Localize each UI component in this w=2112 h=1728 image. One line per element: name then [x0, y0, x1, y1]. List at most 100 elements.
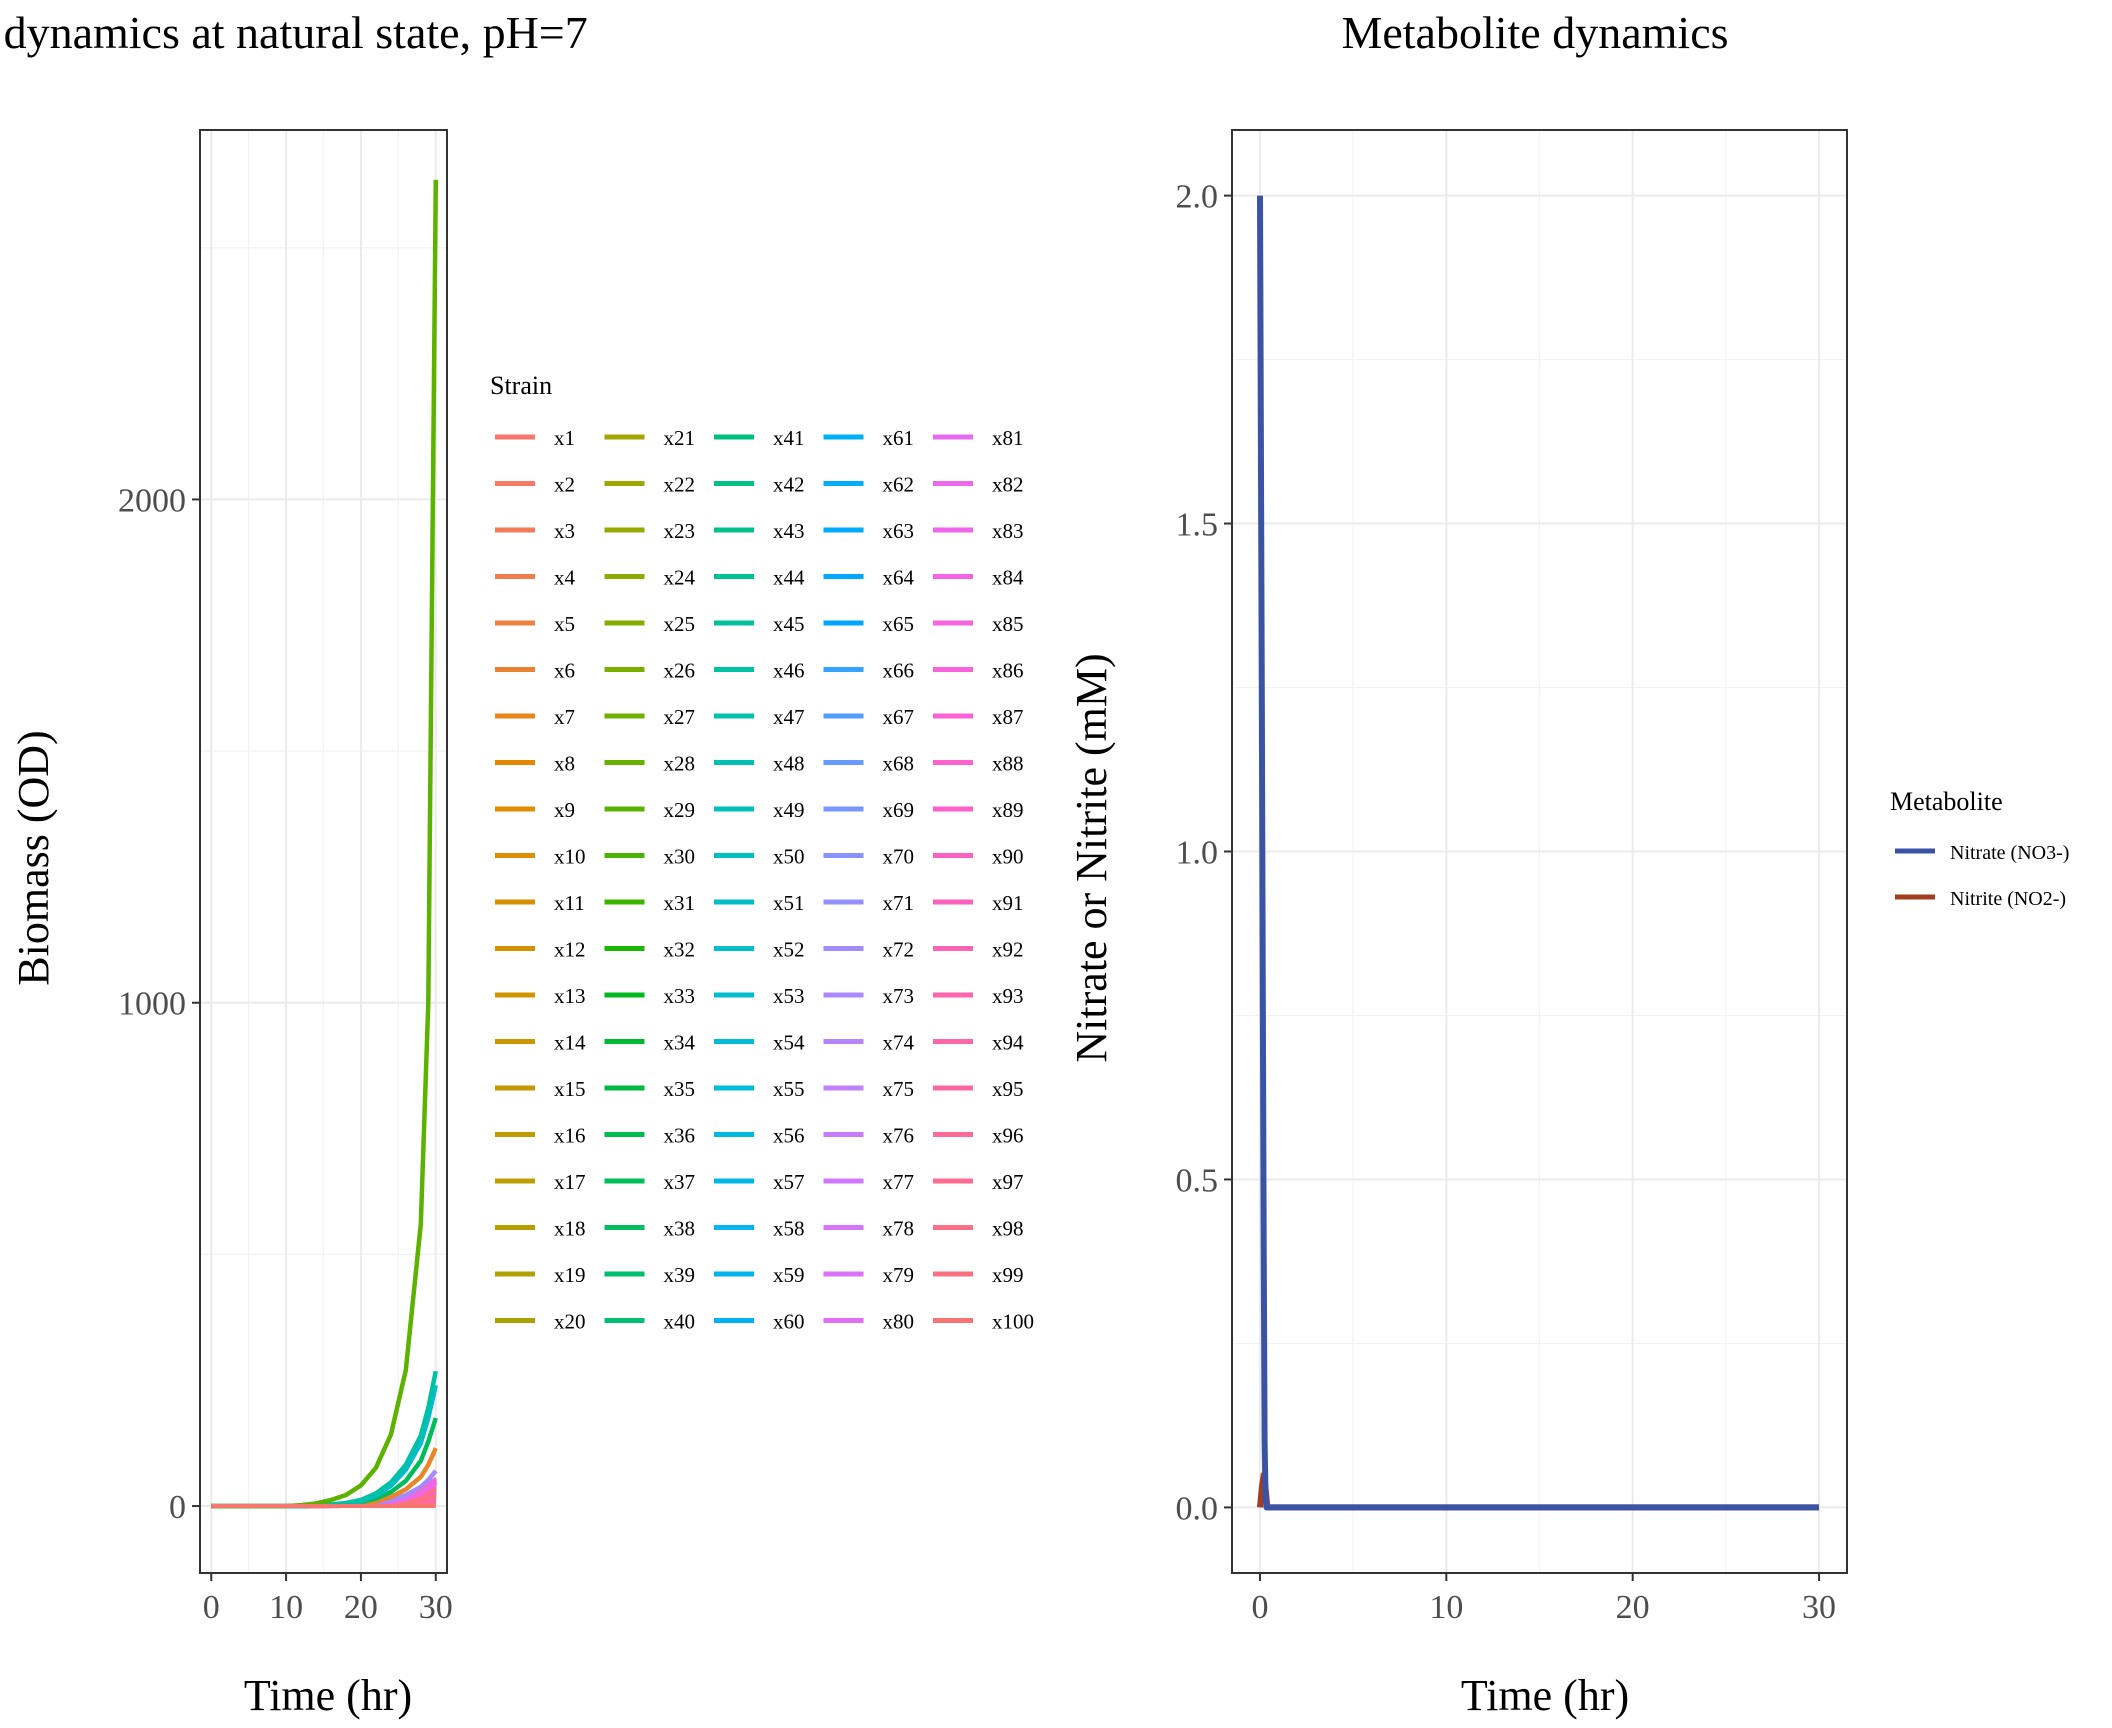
strain-legend-label: x72	[883, 938, 915, 962]
strain-legend-label: x81	[992, 426, 1024, 450]
strain-legend-label: x8	[554, 752, 575, 776]
strain-legend-label: x63	[883, 519, 915, 543]
strain-legend-label: x78	[883, 1217, 915, 1241]
strain-legend-label: x7	[554, 705, 575, 729]
strain-legend-label: x60	[773, 1310, 805, 1334]
strain-legend-label: x32	[664, 938, 696, 962]
left-x-tick-label: 0	[203, 1589, 220, 1626]
strain-legend-label: x23	[664, 519, 696, 543]
left-chart-title: Community dynamics at natural state, pH=…	[0, 7, 588, 58]
left-y-axis-title: Biomass (OD)	[9, 730, 58, 985]
strain-legend-label: x75	[883, 1077, 915, 1101]
right-x-tick-label: 30	[1802, 1589, 1836, 1626]
strain-legend-label: x6	[554, 659, 575, 683]
strain-legend-label: x90	[992, 845, 1024, 869]
strain-legend-label: x11	[554, 891, 585, 915]
strain-legend-label: x28	[664, 752, 696, 776]
strain-legend-label: x88	[992, 752, 1024, 776]
strain-legend-label: x43	[773, 519, 805, 543]
left-x-tick-label: 30	[419, 1589, 453, 1626]
strain-legend-label: x92	[992, 938, 1024, 962]
strain-legend-label: x93	[992, 984, 1024, 1008]
strain-legend-label: x85	[992, 612, 1024, 636]
strain-legend-label: x45	[773, 612, 805, 636]
strain-legend-label: x36	[664, 1124, 696, 1148]
strain-legend-label: x53	[773, 984, 805, 1008]
metabolite-legend-label: Nitrite (NO2-)	[1950, 888, 2066, 910]
strain-legend-label: x13	[554, 984, 586, 1008]
strain-legend-label: x100	[992, 1310, 1034, 1334]
strain-legend-label: x27	[664, 705, 696, 729]
metabolite-legend-label: Nitrate (NO3-)	[1950, 842, 2069, 864]
strain-legend-label: x67	[883, 705, 915, 729]
strain-legend-label: x33	[664, 984, 696, 1008]
strain-legend-label: x24	[664, 566, 696, 590]
strain-legend-label: x49	[773, 798, 805, 822]
strain-legend-label: x66	[883, 659, 915, 683]
strain-legend-label: x77	[883, 1170, 915, 1194]
strain-legend-label: x71	[883, 891, 915, 915]
strain-legend-label: x74	[883, 1031, 915, 1055]
left-x-tick-label: 20	[344, 1589, 378, 1626]
strain-legend-label: x47	[773, 705, 805, 729]
strain-legend-label: x65	[883, 612, 915, 636]
strain-legend-label: x2	[554, 473, 575, 497]
strain-legend-label: x98	[992, 1217, 1024, 1241]
strain-legend-label: x95	[992, 1077, 1024, 1101]
strain-legend-label: x94	[992, 1031, 1024, 1055]
strain-legend-label: x80	[883, 1310, 915, 1334]
strain-legend-label: x16	[554, 1124, 586, 1148]
right-y-tick-label: 0.0	[1176, 1490, 1219, 1527]
strain-legend-label: x87	[992, 705, 1024, 729]
strain-legend-label: x14	[554, 1031, 586, 1055]
strain-legend-label: x52	[773, 938, 805, 962]
strain-legend-label: x57	[773, 1170, 805, 1194]
strain-legend-label: x99	[992, 1263, 1024, 1287]
strain-legend-label: x62	[883, 473, 915, 497]
strain-legend-label: x31	[664, 891, 696, 915]
right-y-tick-label: 2.0	[1176, 179, 1219, 216]
strain-legend-label: x51	[773, 891, 805, 915]
strain-legend: x1x2x3x4x5x6x7x8x9x10x11x12x13x14x15x16x…	[495, 426, 1034, 1334]
strain-legend-label: x20	[554, 1310, 586, 1334]
left-y-tick-label: 0	[169, 1489, 186, 1526]
strain-legend-label: x83	[992, 519, 1024, 543]
right-y-tick-label: 1.5	[1176, 507, 1219, 544]
strain-legend-label: x3	[554, 519, 575, 543]
strain-legend-label: x82	[992, 473, 1024, 497]
strain-legend-label: x70	[883, 845, 915, 869]
right-y-axis-title: Nitrate or Nitrite (mM)	[1067, 653, 1116, 1062]
strain-legend-label: x41	[773, 426, 805, 450]
left-y-tick-label: 2000	[118, 482, 186, 519]
strain-legend-label: x25	[664, 612, 696, 636]
strain-legend-label: x22	[664, 473, 696, 497]
strain-legend-label: x35	[664, 1077, 696, 1101]
strain-legend-label: x79	[883, 1263, 915, 1287]
strain-legend-label: x68	[883, 752, 915, 776]
strain-legend-label: x30	[664, 845, 696, 869]
strain-legend-label: x58	[773, 1217, 805, 1241]
strain-legend-label: x21	[664, 426, 696, 450]
strain-legend-label: x50	[773, 845, 805, 869]
strain-legend-title: Strain	[490, 371, 552, 400]
strain-legend-label: x26	[664, 659, 696, 683]
strain-legend-label: x38	[664, 1217, 696, 1241]
strain-legend-label: x61	[883, 426, 915, 450]
right-y-tick-label: 1.0	[1176, 835, 1219, 872]
strain-legend-label: x17	[554, 1170, 586, 1194]
strain-legend-label: x44	[773, 566, 805, 590]
strain-legend-label: x5	[554, 612, 575, 636]
left-x-tick-label: 10	[269, 1589, 303, 1626]
strain-legend-label: x34	[664, 1031, 696, 1055]
strain-legend-label: x42	[773, 473, 805, 497]
strain-legend-label: x48	[773, 752, 805, 776]
strain-legend-label: x55	[773, 1077, 805, 1101]
left-x-axis-title: Time (hr)	[244, 1671, 412, 1720]
strain-legend-label: x59	[773, 1263, 805, 1287]
strain-legend-label: x15	[554, 1077, 586, 1101]
right-y-tick-label: 0.5	[1176, 1162, 1219, 1199]
strain-legend-label: x56	[773, 1124, 805, 1148]
strain-legend-label: x18	[554, 1217, 586, 1241]
metabolite-legend-title: Metabolite	[1890, 787, 2003, 816]
strain-legend-label: x76	[883, 1124, 915, 1148]
